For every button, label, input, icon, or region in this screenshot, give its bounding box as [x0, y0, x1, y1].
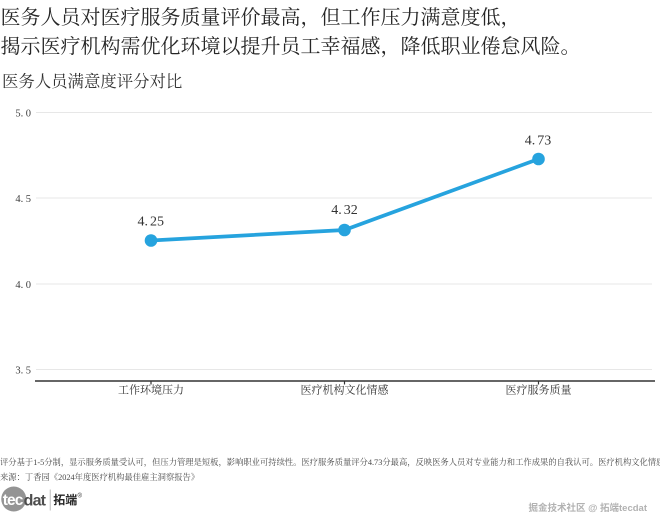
- svg-text:3.5: 3. 5: [15, 366, 31, 377]
- svg-text:®: ®: [78, 493, 83, 500]
- svg-text:医疗服务质量: 医疗服务质量: [506, 383, 572, 397]
- svg-text:4.73: 4. 73: [525, 134, 552, 149]
- svg-text:医疗机构文化情感: 医疗机构文化情感: [301, 383, 389, 397]
- svg-text:4.0: 4. 0: [15, 280, 31, 291]
- svg-text:工作环境压力: 工作环境压力: [118, 383, 184, 397]
- svg-text:4.25: 4. 25: [137, 215, 164, 230]
- svg-text:4.5: 4. 5: [15, 194, 31, 205]
- svg-text:5.0: 5. 0: [15, 109, 31, 120]
- svg-text:4.32: 4. 32: [331, 203, 358, 218]
- svg-text:tec: tec: [3, 492, 24, 509]
- svg-text:dat: dat: [24, 493, 47, 510]
- svg-text:拓端: 拓端: [53, 492, 77, 507]
